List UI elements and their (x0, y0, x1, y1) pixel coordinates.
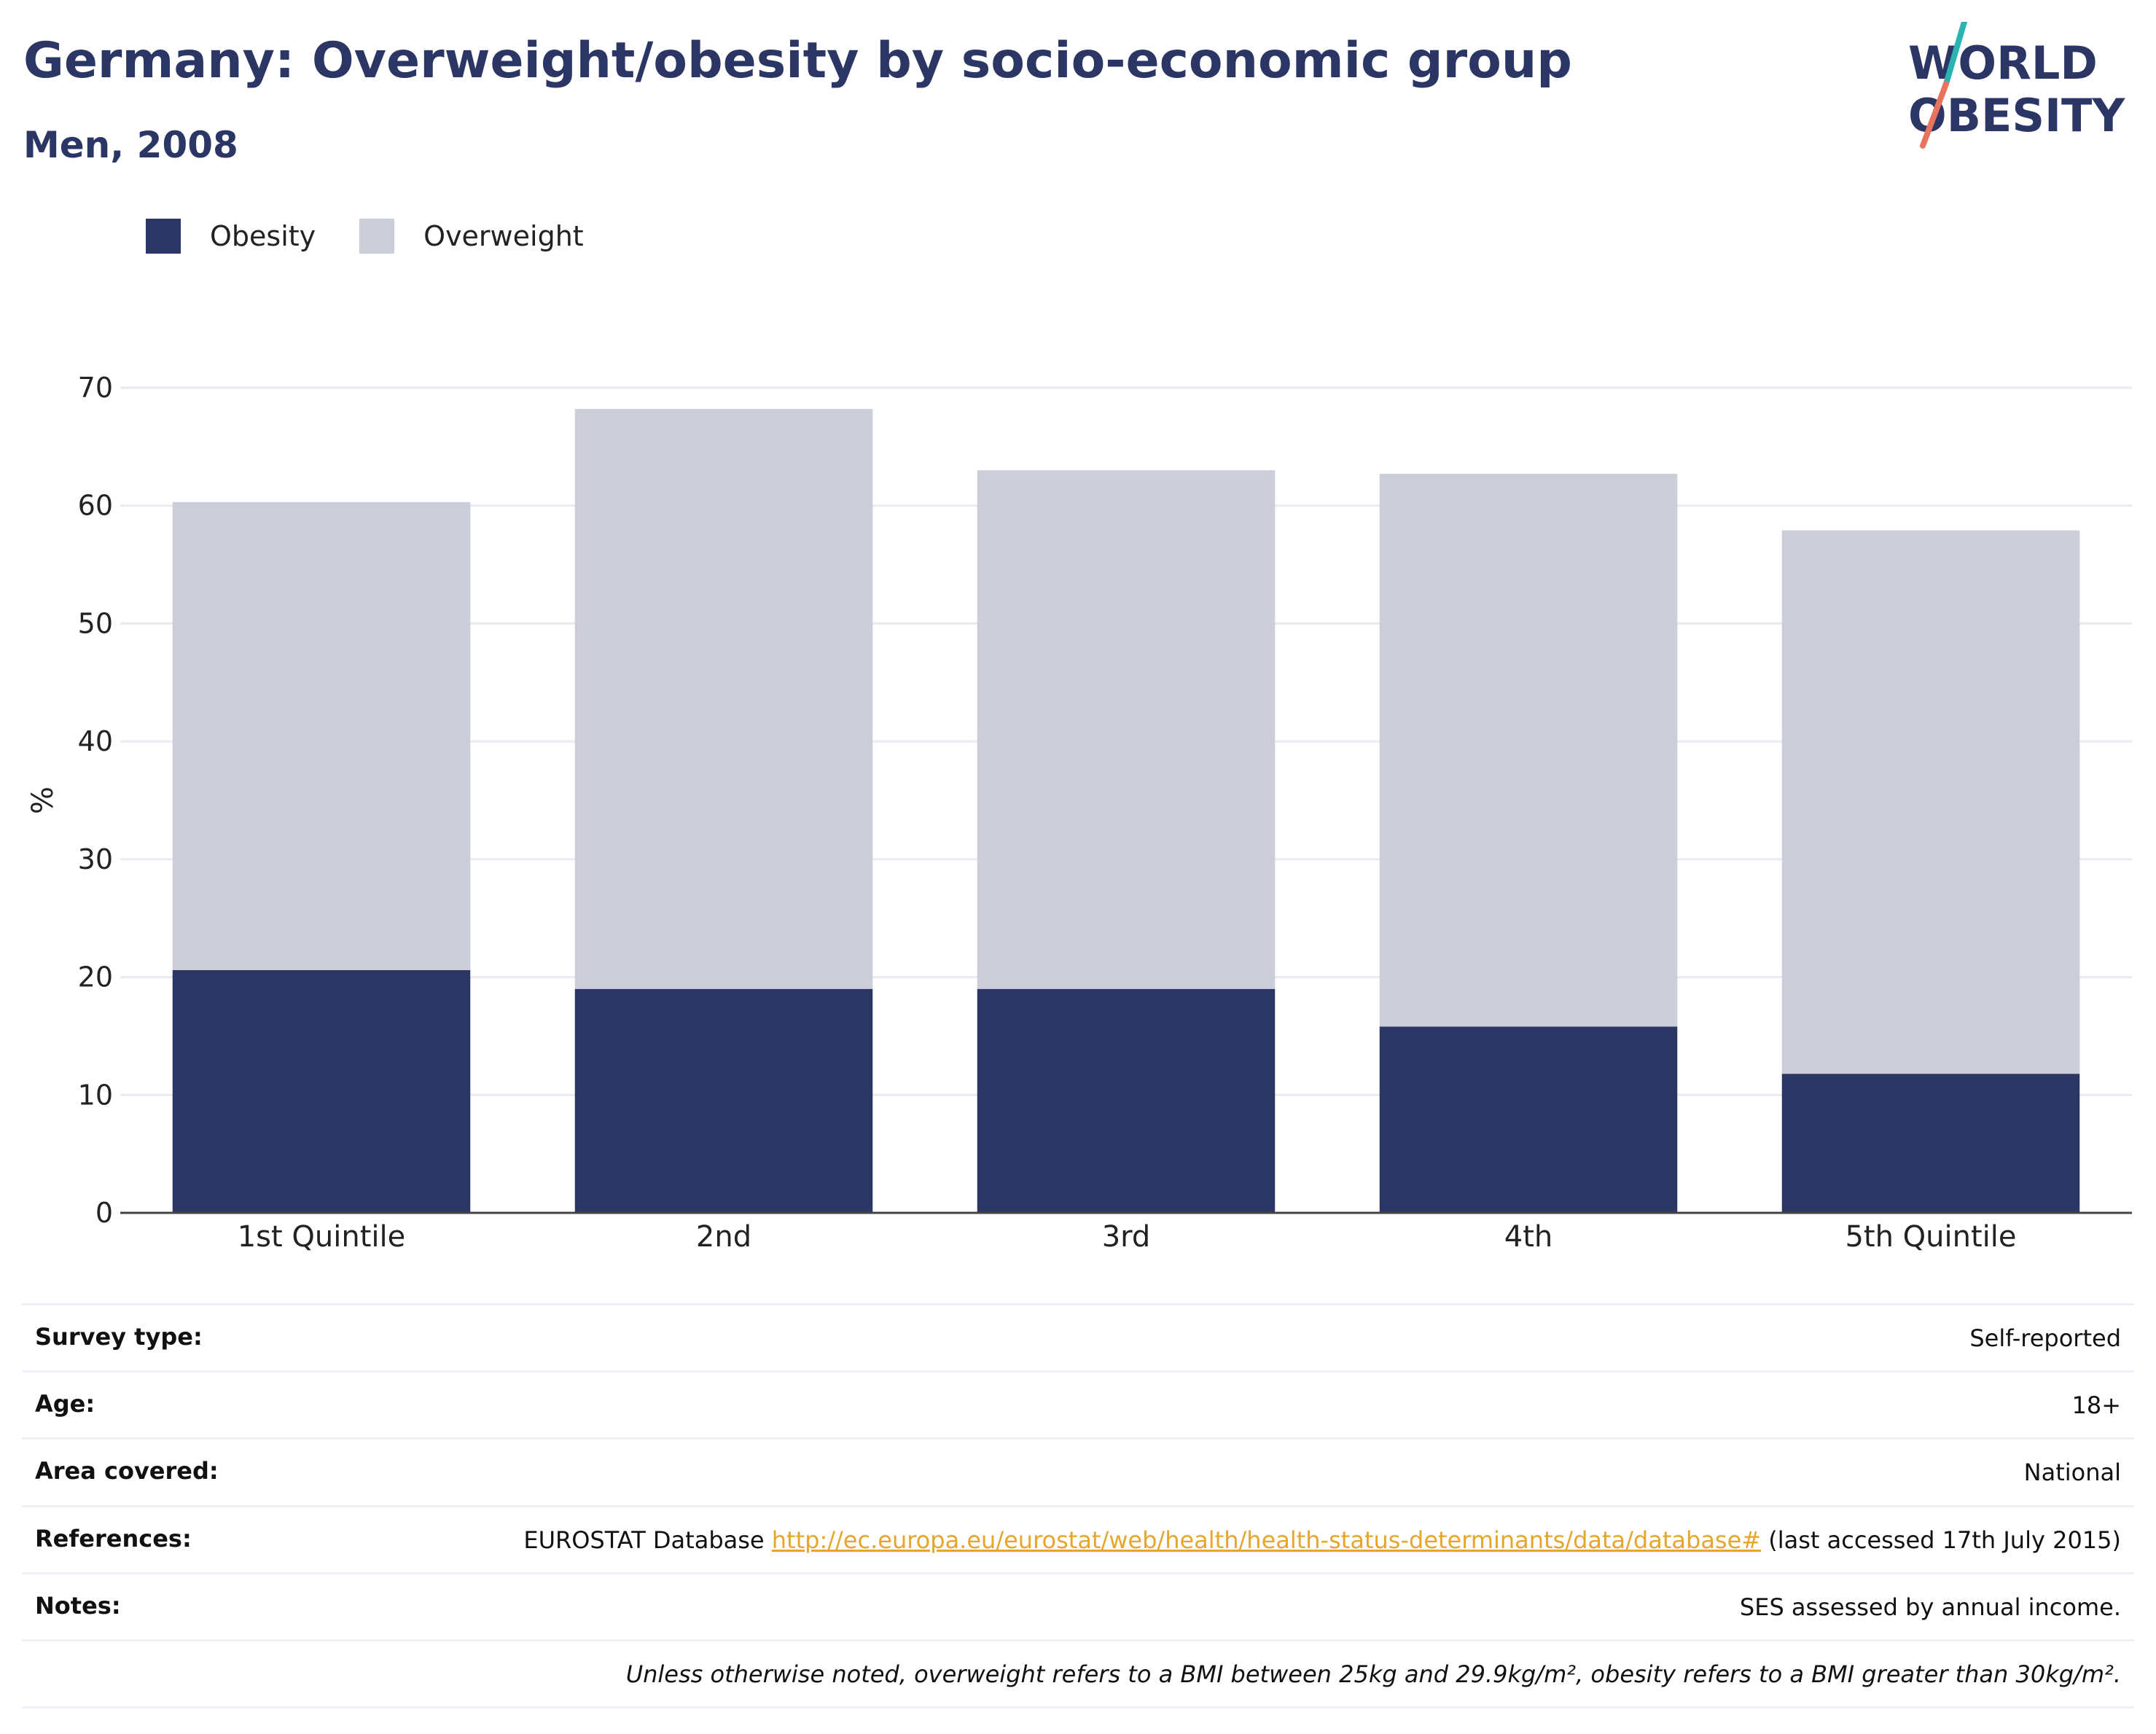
references-prefix: EUROSTAT Database (523, 1526, 772, 1554)
x-tick-label-5: 5th Quintile (1845, 1220, 2016, 1254)
bar-obesity-2 (574, 988, 873, 1213)
y-axis-label: % (26, 786, 60, 814)
survey-type-label: Survey type: (35, 1323, 203, 1351)
references-suffix: (last accessed 17th July 2015) (1761, 1526, 2121, 1554)
bar-obesity-5 (1781, 1074, 2080, 1213)
x-tick-label-2: 2nd (696, 1220, 751, 1254)
logo-slash-teal (1943, 22, 1967, 87)
legend-label-overweight: Overweight (423, 220, 584, 252)
y-tick-label-20: 20 (78, 961, 113, 993)
survey-info-table: Survey type: Self-reported Age: 18+ Area… (22, 1303, 2134, 1709)
stacked-bar-chart: 0 10 20 30 40 50 60 70% 1st Quintile 2nd 3rd 4th 5th… (26, 372, 2132, 1254)
area-label: Area covered: (35, 1457, 219, 1485)
info-row-area: Area covered: National (22, 1437, 2134, 1504)
notes-value: SES assessed by annual income. (1739, 1593, 2121, 1621)
references-link[interactable]: http://ec.europa.eu/eurostat/web/health/… (771, 1526, 1762, 1554)
bar-obesity-4 (1379, 1026, 1678, 1213)
legend-label-obesity: Obesity (210, 220, 316, 252)
legend-item-overweight[interactable]: Overweight (359, 219, 584, 254)
bar-overweight-5 (1781, 530, 2080, 1074)
bar-obesity-3 (977, 988, 1276, 1213)
bar-overweight-3 (977, 470, 1276, 989)
legend-item-obesity[interactable]: Obesity (146, 219, 316, 254)
legend-swatch-overweight (359, 219, 395, 254)
legend-swatch-obesity (146, 219, 181, 254)
x-tick-label-3: 3rd (1102, 1220, 1151, 1254)
survey-type-value: Self-reported (1969, 1324, 2121, 1352)
y-tick-label-60: 60 (78, 490, 113, 522)
bmi-definition-note: Unless otherwise noted, overweight refer… (625, 1660, 2121, 1688)
info-row-survey-type: Survey type: Self-reported (22, 1303, 2134, 1370)
y-tick-label-50: 50 (78, 607, 113, 639)
world-obesity-logo: WORLD OBESITY (1908, 22, 2125, 149)
svg-text:WORLD: WORLD (1908, 36, 2098, 90)
svg-text:OBESITY: OBESITY (1908, 89, 2125, 142)
bar-obesity-1 (172, 969, 471, 1213)
area-value: National (2023, 1458, 2121, 1487)
chart-subtitle: Men, 2008 (23, 124, 238, 166)
references-label: References: (35, 1524, 192, 1553)
bar-overweight-4 (1379, 474, 1678, 1027)
y-tick-label-10: 10 (78, 1079, 113, 1111)
bar-overweight-1 (172, 501, 471, 970)
y-tick-label-40: 40 (78, 725, 113, 757)
y-tick-label-0: 0 (95, 1197, 113, 1229)
info-row-definition: Unless otherwise noted, overweight refer… (22, 1639, 2134, 1709)
info-row-references: References: EUROSTAT Database http://ec.… (22, 1504, 2134, 1572)
bar-overweight-2 (574, 409, 873, 989)
y-tick-label-30: 30 (78, 843, 113, 875)
info-row-notes: Notes: SES assessed by annual income. (22, 1571, 2134, 1639)
references-value: EUROSTAT Database http://ec.europa.eu/eu… (523, 1525, 2121, 1556)
chart-legend: Obesity Overweight (146, 217, 628, 255)
x-tick-label-4: 4th (1504, 1220, 1552, 1254)
info-row-age: Age: 18+ (22, 1370, 2134, 1437)
chart-title: Germany: Overweight/obesity by socio-eco… (23, 32, 1572, 90)
notes-label: Notes: (35, 1591, 121, 1620)
y-tick-label-70: 70 (78, 372, 113, 404)
age-value: 18+ (2071, 1391, 2121, 1420)
logo-slash-coral (1920, 81, 1949, 149)
x-tick-label-1: 1st Quintile (238, 1220, 406, 1254)
age-label: Age: (35, 1390, 95, 1418)
